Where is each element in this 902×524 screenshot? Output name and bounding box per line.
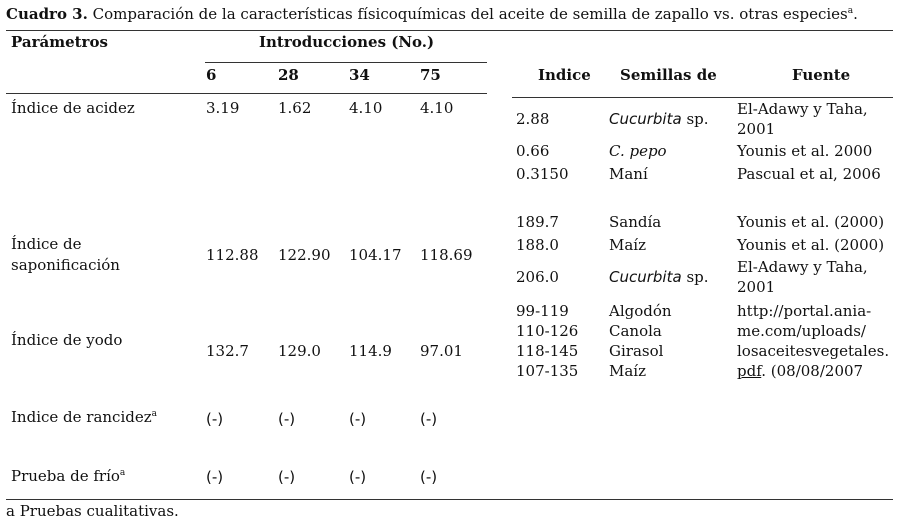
comparison-semilla: Girasol <box>609 342 664 360</box>
cell-value: 104.17 <box>349 246 402 264</box>
header-introducciones: Introducciones (No.) <box>259 33 435 51</box>
cell-value: (-) <box>420 410 438 428</box>
header-parametros: Parámetros <box>11 33 108 51</box>
cell-value: 1.62 <box>278 99 312 117</box>
comparison-fuente: Younis et al. 2000 <box>737 142 873 160</box>
caption-superscript: a <box>847 6 854 16</box>
comparison-indice: 99-119 <box>516 302 569 320</box>
header-col-34: 34 <box>349 66 370 84</box>
comparison-semilla: Algodón <box>609 302 672 320</box>
comparison-fuente: Younis et al. (2000) <box>737 213 885 231</box>
comparison-indice: 0.3150 <box>516 165 569 183</box>
cell-value: (-) <box>349 410 367 428</box>
semilla-italic: Cucurbita <box>609 110 682 128</box>
comparison-indice: 118-145 <box>516 342 579 360</box>
fuente-line: losaceitesvegetales. <box>737 342 890 360</box>
comparison-fuente: http://portal.ania- me.com/uploads/ losa… <box>737 301 897 381</box>
fuente-date: . (08/08/2007 <box>761 362 864 380</box>
comparison-indice: 107-135 <box>516 362 579 380</box>
row-label: Indice de rancideza <box>11 408 157 426</box>
fuente-line: 2001 <box>737 278 776 296</box>
fuente-line: El-Adawy y Taha, <box>737 100 868 118</box>
row-label-text: Prueba de frío <box>11 467 120 485</box>
cell-value: 3.19 <box>206 99 240 117</box>
header-semillas: Semillas de <box>620 66 717 84</box>
comparison-semilla: Maní <box>609 165 648 183</box>
row-label-text: Indice de rancidez <box>11 408 152 426</box>
cell-value: (-) <box>278 410 296 428</box>
comparison-semilla: Maíz <box>609 236 647 254</box>
bottom-rule <box>6 499 893 500</box>
cell-value: 129.0 <box>278 342 321 360</box>
header-col-6: 6 <box>206 66 217 84</box>
cell-value: 4.10 <box>420 99 454 117</box>
comparison-indice: 189.7 <box>516 213 559 231</box>
row-label-line1: Índice de <box>11 235 82 253</box>
header-indice: Indice <box>538 66 591 84</box>
cell-value: (-) <box>206 468 224 486</box>
fuente-line: me.com/uploads/ <box>737 322 866 340</box>
table-caption: Cuadro 3. Comparación de la característi… <box>6 5 858 23</box>
row-label: Índice de yodo <box>11 331 123 349</box>
caption-label: Cuadro 3. <box>6 5 88 23</box>
cell-value: (-) <box>420 468 438 486</box>
comparison-semilla: Maíz <box>609 362 647 380</box>
comparison-indice: 2.88 <box>516 110 550 128</box>
comparison-fuente: El-Adawy y Taha, 2001 <box>737 257 897 297</box>
comparison-fuente: Younis et al. (2000) <box>737 236 885 254</box>
row-label-superscript: a <box>119 468 126 478</box>
header-bottom-rule-left <box>6 93 487 94</box>
comparison-indice: 0.66 <box>516 142 550 160</box>
fuente-line: El-Adawy y Taha, <box>737 258 868 276</box>
comparison-indice: 110-126 <box>516 322 579 340</box>
header-bottom-rule-right <box>512 97 893 98</box>
semilla-italic: Cucurbita <box>609 268 682 286</box>
row-label: Prueba de fríoa <box>11 467 125 485</box>
comparison-semilla: Canola <box>609 322 662 340</box>
comparison-fuente: Pascual et al, 2006 <box>737 165 881 183</box>
fuente-pdf-link[interactable]: pdf <box>737 362 762 380</box>
fuente-line: 2001 <box>737 120 776 138</box>
semilla-rest: sp. <box>681 268 709 286</box>
cell-value: 114.9 <box>349 342 392 360</box>
comparison-semilla: Sandía <box>609 213 662 231</box>
comparison-indice: 206.0 <box>516 268 559 286</box>
introducciones-rule <box>205 62 487 63</box>
row-label-superscript: a <box>151 409 158 419</box>
cell-value: (-) <box>278 468 296 486</box>
top-rule <box>6 30 893 31</box>
cell-value: (-) <box>349 468 367 486</box>
cell-value: 132.7 <box>206 342 249 360</box>
cell-value: (-) <box>206 410 224 428</box>
cell-value: 122.90 <box>278 246 331 264</box>
comparison-semilla: Cucurbita sp. <box>609 110 709 128</box>
header-col-28: 28 <box>278 66 299 84</box>
cell-value: 97.01 <box>420 342 463 360</box>
caption-text: Comparación de la características físico… <box>92 5 848 23</box>
cell-value: 118.69 <box>420 246 473 264</box>
cell-value: 112.88 <box>206 246 259 264</box>
comparison-semillas: Algodón Canola Girasol Maíz <box>609 301 672 381</box>
row-label-line2: saponificación <box>11 256 120 274</box>
footnote: a Pruebas cualitativas. <box>6 502 179 520</box>
comparison-semilla: Cucurbita sp. <box>609 268 709 286</box>
comparison-fuente: El-Adawy y Taha, 2001 <box>737 99 897 139</box>
comparison-semilla: C. pepo <box>609 142 667 160</box>
row-label: Índice de acidez <box>11 99 135 117</box>
comparison-indice: 188.0 <box>516 236 559 254</box>
header-fuente: Fuente <box>792 66 851 84</box>
fuente-line: http://portal.ania- <box>737 302 872 320</box>
caption-period: . <box>853 5 858 23</box>
cell-value: 4.10 <box>349 99 383 117</box>
fuente-line: pdf. (08/08/2007 <box>737 361 897 381</box>
comparison-indices: 99-119 110-126 118-145 107-135 <box>516 301 578 381</box>
header-col-75: 75 <box>420 66 441 84</box>
semilla-rest: sp. <box>681 110 709 128</box>
